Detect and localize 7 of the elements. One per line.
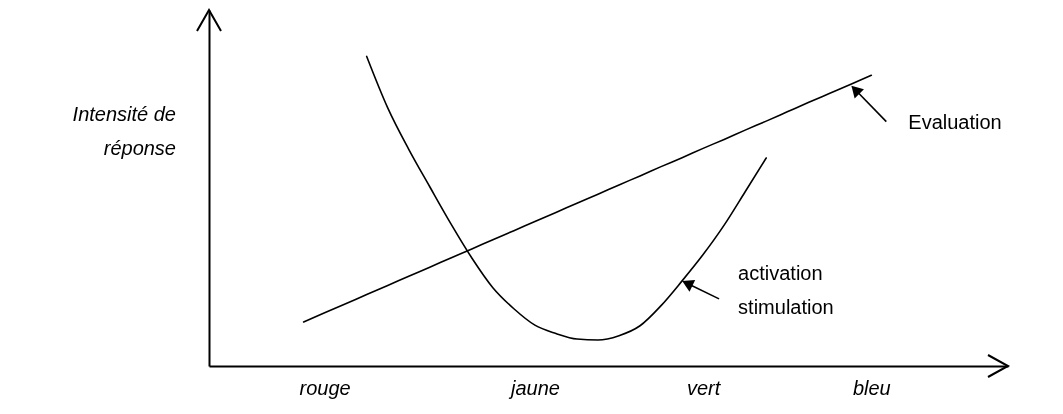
x-tick-label: jaune — [507, 376, 560, 399]
text: Evaluation — [908, 110, 1002, 133]
text: Intensité de réponse — [72, 103, 176, 159]
x-tick-label: bleu — [852, 376, 891, 399]
x-tick-label: rouge — [299, 376, 351, 399]
legend-label: activation stimulation — [738, 261, 834, 318]
x-tick-label: vert — [686, 376, 722, 399]
